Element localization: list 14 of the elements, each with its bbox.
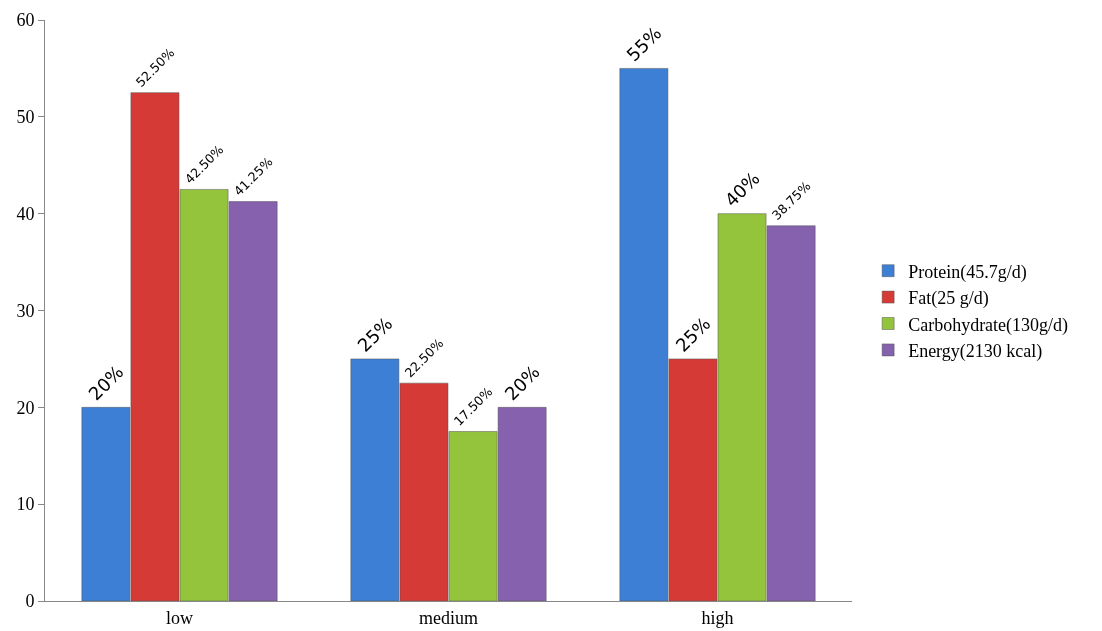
y-tick-label: 30 [16,300,35,321]
y-tick-label: 20 [16,397,35,418]
legend-label: Fat(25 g/d) [908,288,989,310]
y-tick-label: 0 [25,591,35,612]
y-tick-label: 40 [16,203,35,224]
x-tick-label: high [701,607,734,628]
y-tick-label: 60 [16,10,35,31]
legend-label: Protein(45.7g/d) [908,261,1027,283]
y-tick-label: 10 [16,494,35,515]
y-tick-label: 50 [16,107,35,128]
legend-label: Carbohydrate(130g/d) [908,314,1069,336]
x-tick-label: low [166,607,193,628]
x-tick-label: medium [419,607,478,628]
legend-label: Energy(2130 kcal) [908,340,1043,362]
